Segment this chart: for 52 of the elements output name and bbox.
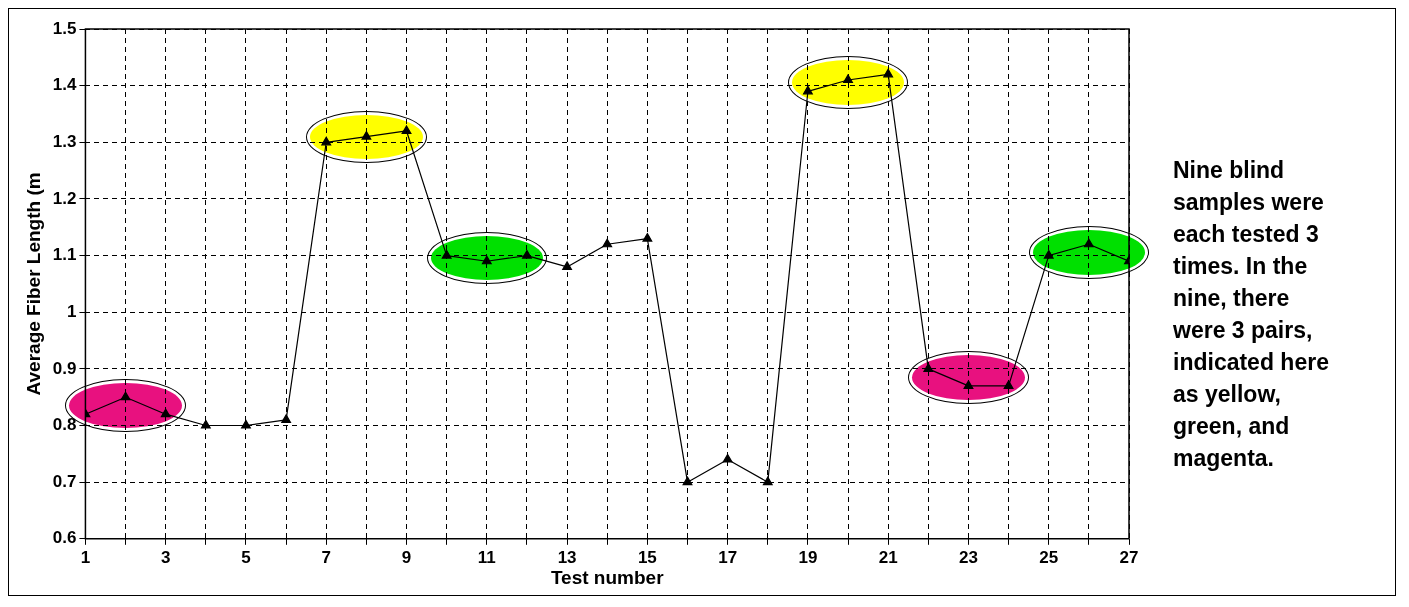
y-tick-label: 1.3 <box>52 131 77 151</box>
y-tick-label: 0.9 <box>52 358 77 378</box>
y-tick-label: 1 <box>66 301 77 321</box>
point <box>321 136 332 146</box>
point <box>401 125 412 135</box>
x-tick-label: 11 <box>477 547 496 567</box>
point <box>802 85 813 95</box>
x-tick-label: 15 <box>637 547 657 567</box>
point <box>441 249 452 259</box>
y-tick-label: 0.6 <box>52 528 77 548</box>
point <box>843 74 853 84</box>
y-tick-label: 0.8 <box>52 415 77 435</box>
x-tick-label: 23 <box>958 547 978 567</box>
point <box>722 453 733 463</box>
point <box>241 419 251 429</box>
y-tick-label: 0.7 <box>52 471 77 491</box>
point <box>923 363 934 372</box>
point <box>602 238 613 248</box>
point <box>1003 380 1014 389</box>
x-tick-label: 27 <box>1119 547 1139 567</box>
x-tick-label: 19 <box>798 547 818 567</box>
point <box>1083 238 1094 248</box>
x-axis-title: Test number <box>550 566 665 588</box>
x-tick-label: 17 <box>718 547 738 567</box>
x-tick-label: 5 <box>241 547 251 567</box>
point <box>883 68 894 78</box>
y-tick-label: 1.1 <box>52 245 77 265</box>
point <box>762 476 773 486</box>
point <box>281 414 292 423</box>
x-tick-label: 21 <box>878 547 898 567</box>
y-axis-title: Average Fiber Length (m <box>22 172 44 396</box>
point <box>361 131 372 140</box>
point <box>682 476 693 486</box>
point <box>642 232 653 242</box>
x-tick-label: 3 <box>160 547 171 567</box>
point <box>160 408 171 418</box>
point <box>200 419 211 429</box>
y-tick-label: 1.4 <box>52 75 77 95</box>
point <box>1043 249 1054 259</box>
x-tick-label: 1 <box>80 547 91 567</box>
x-tick-label: 7 <box>321 547 331 567</box>
y-tick-label: 1.2 <box>52 188 77 208</box>
point <box>120 391 131 401</box>
text: Nine blind samples were each tested 3 times. In the nine, there were 3 pairs, indicated here as yellow, green, and magenta. <box>1173 157 1329 471</box>
x-tick-label: 13 <box>557 547 577 567</box>
x-tick-label: 25 <box>1039 547 1059 567</box>
point <box>522 249 532 259</box>
point <box>963 380 974 389</box>
point <box>562 261 573 271</box>
y-tick-label: 1.5 <box>52 18 77 38</box>
x-tick-label: 9 <box>401 547 412 567</box>
point <box>481 255 492 265</box>
